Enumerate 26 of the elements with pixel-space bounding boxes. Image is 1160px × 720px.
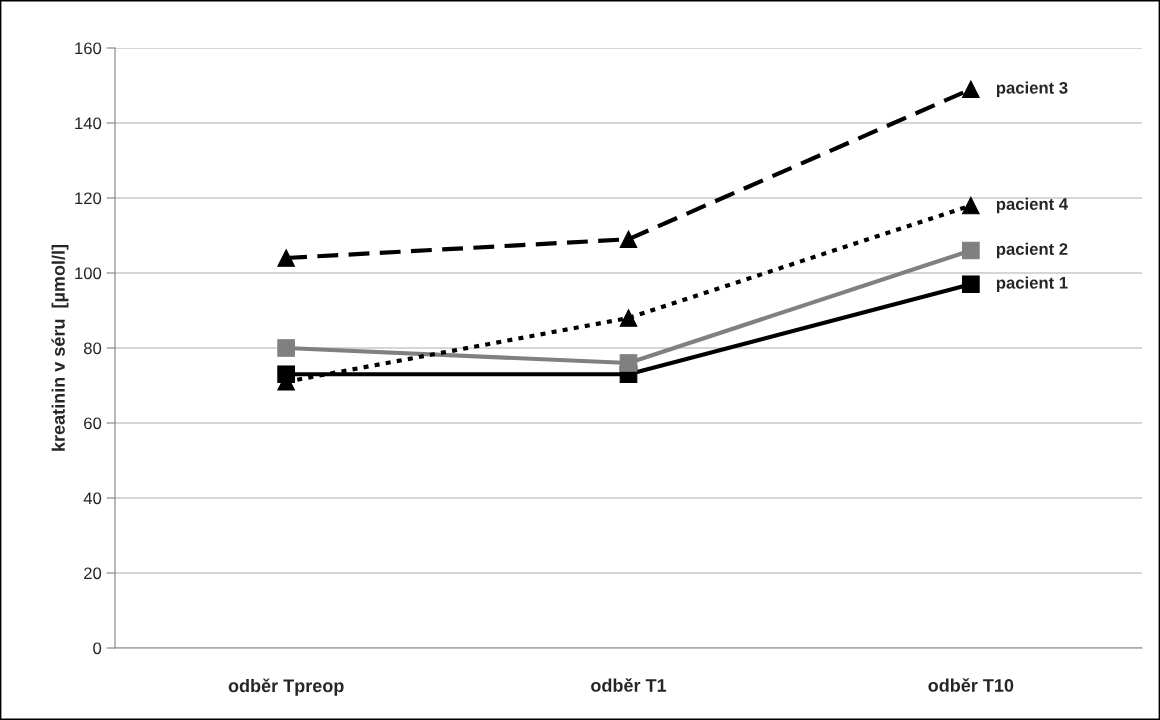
y-tick-label: 80 xyxy=(83,342,102,355)
y-tick-label: 60 xyxy=(84,417,102,430)
y-axis-title: kreatinin v séru [µmol/l] xyxy=(51,244,69,451)
x-tick-label: odběr T10 xyxy=(928,678,1014,692)
point xyxy=(619,230,638,249)
point xyxy=(277,249,296,267)
point xyxy=(619,309,638,327)
y-tick-label: 100 xyxy=(75,267,102,280)
y-tick-label: 0 xyxy=(93,642,102,655)
x-tick-label: odběr T1 xyxy=(591,678,667,692)
y-tick-label: 140 xyxy=(75,117,102,130)
point xyxy=(619,354,638,372)
point xyxy=(277,339,296,357)
y-tick-label: 20 xyxy=(84,567,102,580)
y-tick-label: 120 xyxy=(75,192,102,205)
point xyxy=(961,196,980,215)
x-tick-label: odběr Tpreop xyxy=(228,678,344,696)
point xyxy=(961,241,980,260)
series-label: pacient 1 xyxy=(996,276,1068,293)
series-label: pacient 4 xyxy=(996,197,1068,214)
series-label: pacient 3 xyxy=(996,81,1068,98)
point xyxy=(961,275,980,294)
y-tick-label: 40 xyxy=(83,492,102,505)
y-tick-label: 160 xyxy=(75,42,102,55)
series-label: pacient 2 xyxy=(996,242,1068,259)
point xyxy=(961,80,980,99)
